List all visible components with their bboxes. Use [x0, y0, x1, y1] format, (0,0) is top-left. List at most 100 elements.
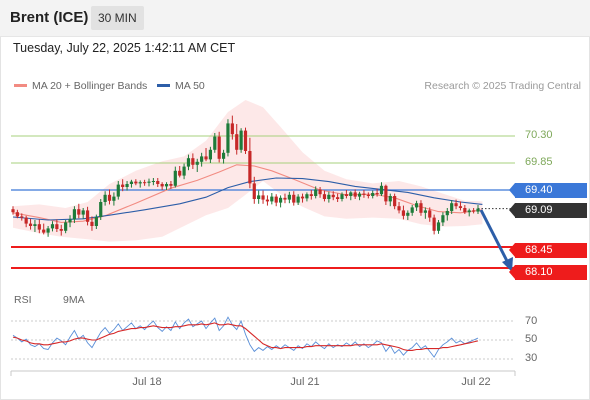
candle [129, 181, 134, 184]
rsi-tick-30: 30 [525, 352, 538, 364]
candle [11, 209, 15, 213]
candle [476, 208, 480, 212]
candle [173, 170, 177, 186]
candle [270, 196, 274, 202]
candle [178, 170, 182, 176]
copyright-text: Research © 2025 Trading Central [424, 80, 581, 92]
candle [200, 156, 204, 162]
candle [182, 166, 186, 176]
candle [55, 224, 59, 229]
rsi-tick-50: 50 [525, 333, 538, 345]
x-label-jul21: Jul 21 [290, 376, 320, 388]
candle [336, 197, 340, 199]
candle [77, 209, 81, 215]
candle [357, 193, 362, 197]
candle [226, 123, 230, 153]
level-tag-s1: 68.45 [509, 243, 587, 258]
legend-label-ma50: MA 50 [175, 80, 205, 92]
candle [388, 196, 392, 202]
legend-item-9ma: 9MA [63, 294, 85, 306]
candle [441, 215, 445, 223]
candle [24, 217, 28, 224]
candle [221, 152, 226, 159]
legend-label-9ma: 9MA [63, 294, 85, 306]
candle [472, 210, 476, 212]
candle [419, 203, 423, 213]
candle [406, 212, 410, 216]
candle [85, 210, 90, 222]
legend-label-ma20: MA 20 + Bollinger Bands [32, 80, 148, 92]
candle [116, 184, 120, 197]
candle [217, 136, 221, 159]
legend-item-ma20: MA 20 + Bollinger Bands [14, 80, 147, 92]
candle [147, 181, 151, 183]
candle [344, 194, 348, 196]
candle [393, 196, 397, 207]
candle [331, 194, 335, 198]
candle [81, 210, 85, 215]
candle [42, 229, 46, 233]
candle [300, 196, 305, 199]
candle [208, 149, 213, 160]
legend-label-rsi: RSI [14, 294, 32, 306]
candle [340, 194, 344, 199]
candle [239, 130, 243, 150]
candle [99, 202, 103, 217]
candle [90, 221, 94, 226]
candle [401, 210, 406, 216]
symbol-title: Brent (ICE) [10, 9, 89, 26]
candle [169, 184, 173, 186]
candle [261, 195, 265, 200]
candle [164, 184, 169, 187]
x-label-jul22: Jul 22 [461, 376, 491, 388]
level-tag-s2: 68.10 [509, 265, 587, 280]
candle [379, 185, 384, 195]
candle [156, 181, 160, 184]
candle [15, 212, 19, 217]
candle [50, 224, 55, 229]
candle [265, 199, 270, 202]
candle [138, 182, 142, 184]
candle [366, 194, 370, 196]
candle [349, 192, 353, 196]
chart-datetime: Tuesday, July 22, 2025 1:42:11 AM CET [13, 41, 236, 55]
candle [410, 207, 414, 213]
candle [195, 161, 199, 165]
candle [121, 184, 125, 187]
candle [235, 134, 239, 150]
candle [191, 158, 195, 165]
candle [72, 209, 77, 220]
rsi-tick-70: 70 [525, 315, 538, 327]
candle [274, 196, 278, 203]
candle [33, 224, 37, 226]
candle [243, 130, 248, 151]
candle [371, 193, 375, 196]
candle [287, 194, 291, 200]
candle [450, 203, 454, 211]
candle [414, 203, 419, 208]
candle [467, 210, 471, 213]
candle [125, 184, 129, 187]
candle [248, 151, 252, 184]
candle [463, 208, 467, 213]
candle [428, 210, 432, 218]
candle [59, 229, 63, 231]
candle [64, 222, 68, 231]
candle [20, 216, 24, 218]
timeframe-badge[interactable]: 30 MIN [91, 6, 144, 30]
x-label-jul18: Jul 18 [132, 376, 162, 388]
candle [292, 194, 296, 203]
candle [68, 219, 72, 223]
candle [375, 193, 379, 195]
level-tag-last-price: 69.09 [509, 203, 587, 218]
candle [252, 183, 256, 199]
candle [384, 185, 388, 202]
forecast-arrow [479, 209, 509, 262]
candle [37, 224, 41, 230]
candle [362, 193, 366, 195]
ma50-line [12, 177, 483, 221]
legend-item-ma50: MA 50 [157, 80, 205, 92]
candle [458, 206, 463, 208]
bollinger-band [13, 100, 483, 242]
